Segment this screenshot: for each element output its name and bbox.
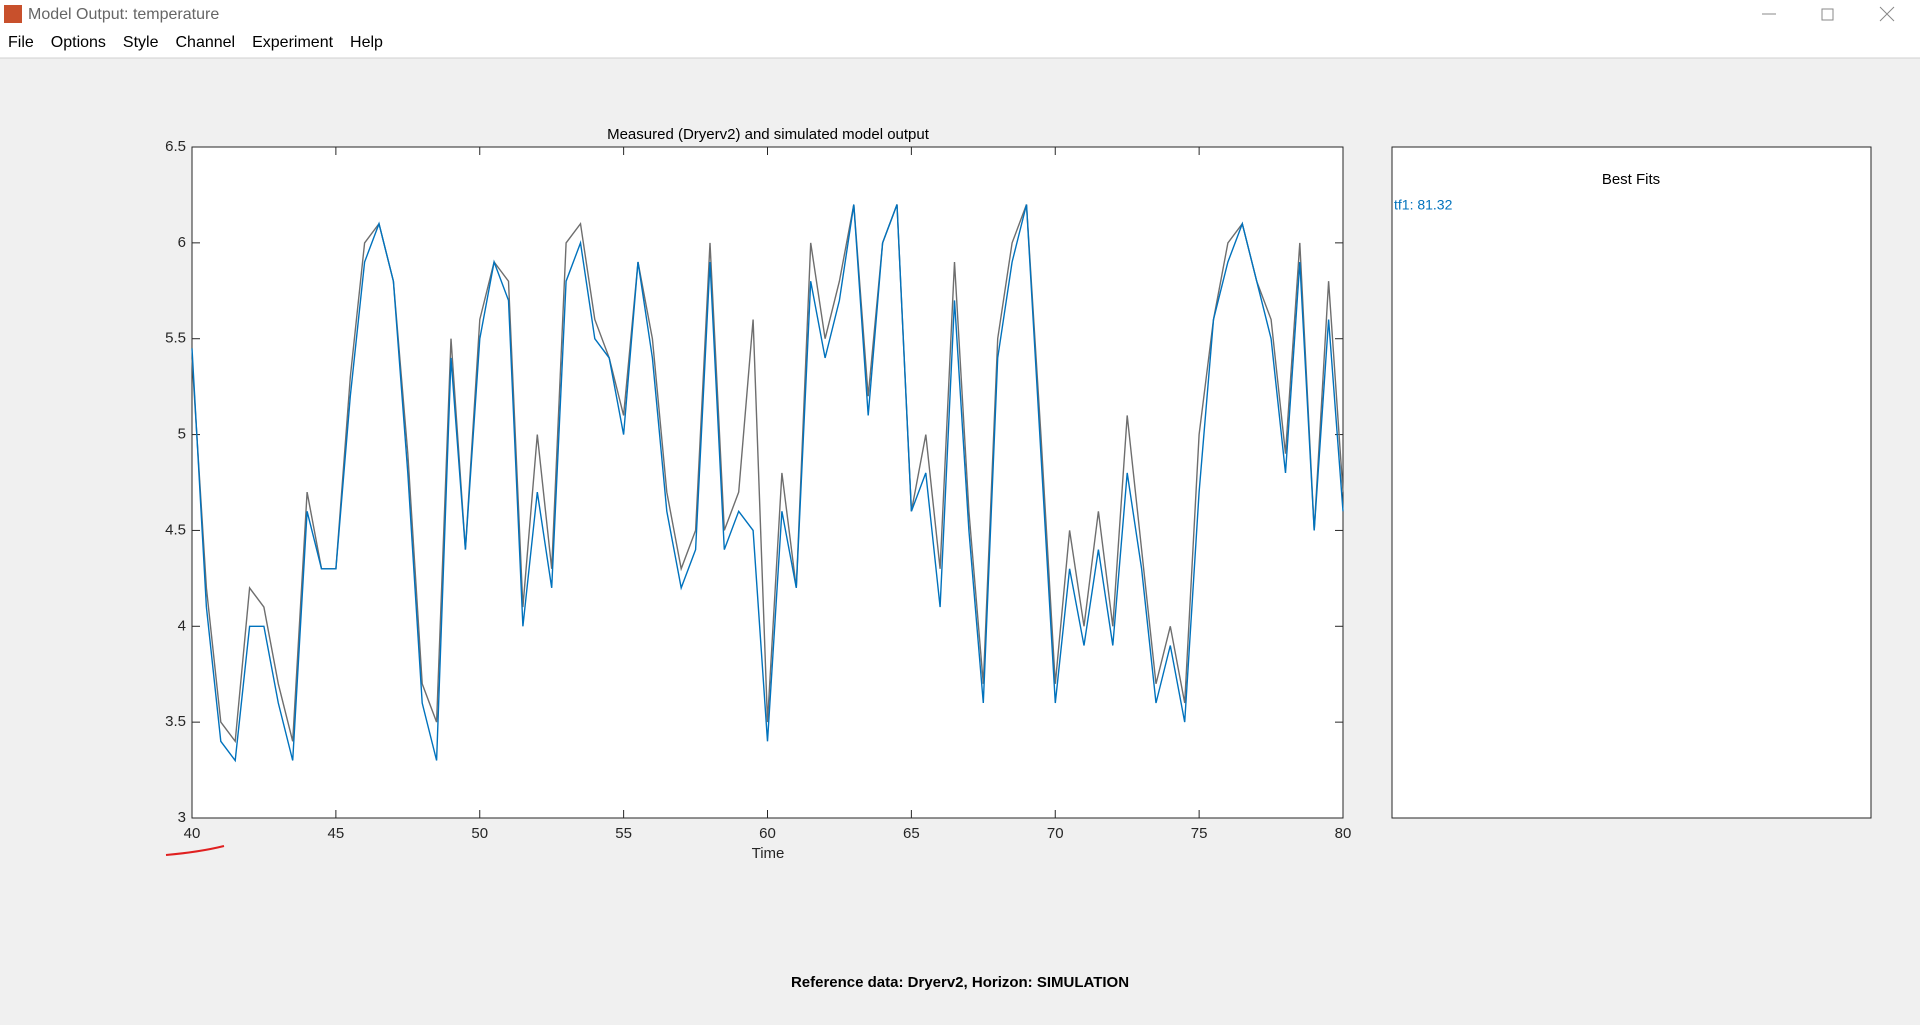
app-icon <box>4 5 22 23</box>
best-fits-title: Best Fits <box>1602 171 1660 188</box>
y-tick-label: 6.5 <box>165 138 186 155</box>
x-axis-label: Time <box>752 845 785 862</box>
best-fits-panel <box>1391 146 1872 819</box>
annotation-underline <box>165 845 225 856</box>
menu-item[interactable]: Style <box>123 34 159 51</box>
x-tick-label: 80 <box>1335 825 1352 842</box>
menu-bar <box>0 28 1920 58</box>
title-bar <box>0 0 1920 28</box>
x-tick-label: 70 <box>1047 825 1064 842</box>
y-tick-label: 6 <box>178 234 186 251</box>
x-tick-label: 45 <box>328 825 345 842</box>
x-tick-label: 65 <box>903 825 920 842</box>
best-fit-entry: tf1: 81.32 <box>1394 197 1453 213</box>
series-line <box>191 204 1344 763</box>
y-tick-label: 5.5 <box>165 330 186 347</box>
restore-button[interactable] <box>1821 8 1834 21</box>
y-tick-label: 3 <box>178 809 186 826</box>
x-tick-label: 40 <box>184 825 201 842</box>
menu: File Options Style Channel Experiment Help <box>8 34 383 51</box>
x-tick-label: 50 <box>471 825 488 842</box>
chart-title: Measured (Dryerv2) and simulated model o… <box>607 126 930 143</box>
footer-text: Reference data: Dryerv2, Horizon: SIMULA… <box>791 974 1129 991</box>
menu-item[interactable]: Help <box>350 34 383 51</box>
menu-item[interactable]: Options <box>51 34 106 51</box>
y-tick-label: 3.5 <box>165 713 186 730</box>
window-title: Model Output: temperature <box>28 6 219 23</box>
y-tick-label: 4 <box>178 617 186 634</box>
x-tick-label: 55 <box>615 825 632 842</box>
y-tick-label: 4.5 <box>165 521 186 538</box>
best-fits-list: tf1: 81.32 <box>1394 197 1453 213</box>
y-tick-label: 5 <box>178 426 186 443</box>
menu-item[interactable]: File <box>8 34 34 51</box>
close-button[interactable] <box>1879 6 1895 22</box>
plot: 40 45 50 55 60 65 70 75 80 3 3.5 4 4.5 5 5.5 6 6.5 <box>165 138 1351 842</box>
x-tick-label: 75 <box>1191 825 1208 842</box>
menu-item[interactable]: Channel <box>176 34 236 51</box>
x-tick-label: 60 <box>759 825 776 842</box>
menu-item[interactable]: Experiment <box>252 34 333 51</box>
